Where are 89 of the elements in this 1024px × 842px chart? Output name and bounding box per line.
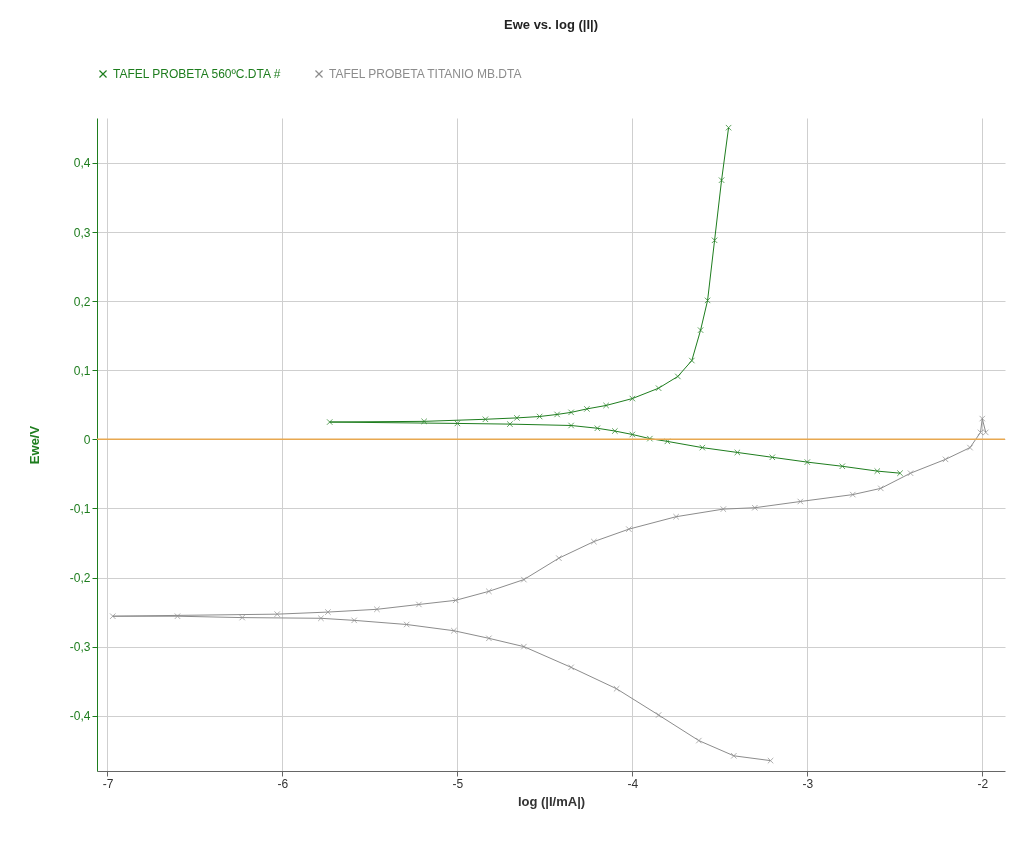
y-tick-label: 0,1 (73, 363, 91, 378)
point (567, 422, 575, 429)
point (590, 538, 598, 545)
point (672, 513, 680, 520)
point (326, 418, 333, 426)
y-tick-label: 0 (83, 432, 91, 447)
x-tick-label: -3 (802, 776, 814, 791)
point (839, 463, 846, 470)
point (350, 617, 358, 624)
point (804, 458, 811, 466)
point (711, 237, 718, 244)
point (907, 469, 914, 477)
y-tick-label: 0,3 (73, 225, 91, 240)
point (555, 554, 563, 562)
point (317, 615, 325, 622)
point (718, 176, 725, 184)
point (979, 415, 986, 422)
point (646, 435, 654, 442)
point (797, 498, 804, 505)
point (629, 395, 636, 402)
point (734, 449, 741, 456)
point (674, 373, 682, 380)
x-tick-label: -6 (277, 776, 289, 791)
x-tick-label: -7 (102, 776, 114, 791)
y-tick-label: 0,4 (73, 156, 91, 171)
point (849, 491, 857, 498)
y-axis-title: Ewe/V (26, 425, 42, 465)
point (629, 431, 636, 438)
point (942, 456, 949, 463)
point (485, 635, 493, 642)
x-tick-label: -5 (452, 776, 464, 791)
point (452, 597, 459, 604)
point (520, 576, 528, 583)
point (373, 606, 381, 613)
point (611, 427, 619, 435)
point (602, 402, 610, 409)
point (725, 124, 732, 131)
y-tick-label: -0,3 (69, 640, 91, 655)
point (655, 711, 662, 719)
y-tick-label: -0,2 (69, 571, 91, 586)
point (613, 685, 620, 693)
point (688, 357, 696, 364)
point (536, 413, 543, 420)
legend-label: TAFEL PROBETA TITANIO MB.DTA (329, 67, 522, 81)
point (420, 418, 428, 425)
point (273, 610, 281, 618)
point (697, 326, 704, 334)
point (655, 384, 662, 392)
point (454, 420, 461, 427)
point (966, 444, 974, 451)
x-axis-title: log (|I/mA|) (517, 793, 586, 809)
point (896, 469, 904, 477)
point (485, 588, 493, 595)
legend-label: TAFEL PROBETA 560ºC.DTA # (113, 67, 281, 81)
point (769, 454, 776, 461)
y-tick-label: -0,4 (69, 709, 91, 724)
point (415, 601, 423, 608)
point (450, 627, 458, 634)
point (583, 405, 591, 413)
point (594, 425, 601, 432)
point (506, 420, 514, 428)
point (324, 608, 332, 616)
chart-title: Ewe vs. log (|I|) (504, 17, 598, 32)
point (874, 467, 881, 475)
point (730, 752, 738, 760)
point (553, 411, 561, 418)
x-tick-label: -2 (977, 776, 989, 791)
point (751, 504, 759, 511)
point (567, 664, 575, 671)
point (174, 612, 181, 620)
point (695, 737, 703, 744)
point (699, 444, 706, 451)
point (977, 429, 984, 436)
point (403, 621, 410, 628)
x-tick-label: -4 (627, 776, 639, 791)
point (704, 297, 711, 304)
point (877, 485, 885, 492)
y-tick-label: 0,2 (73, 294, 91, 309)
point (513, 414, 521, 422)
point (109, 612, 116, 620)
point (482, 416, 489, 423)
point (625, 525, 633, 533)
point (982, 429, 989, 436)
point (520, 643, 528, 650)
y-tick-label: -0,1 (69, 501, 91, 516)
point (767, 757, 774, 764)
point (720, 505, 727, 513)
point (567, 409, 575, 416)
point (238, 614, 246, 621)
